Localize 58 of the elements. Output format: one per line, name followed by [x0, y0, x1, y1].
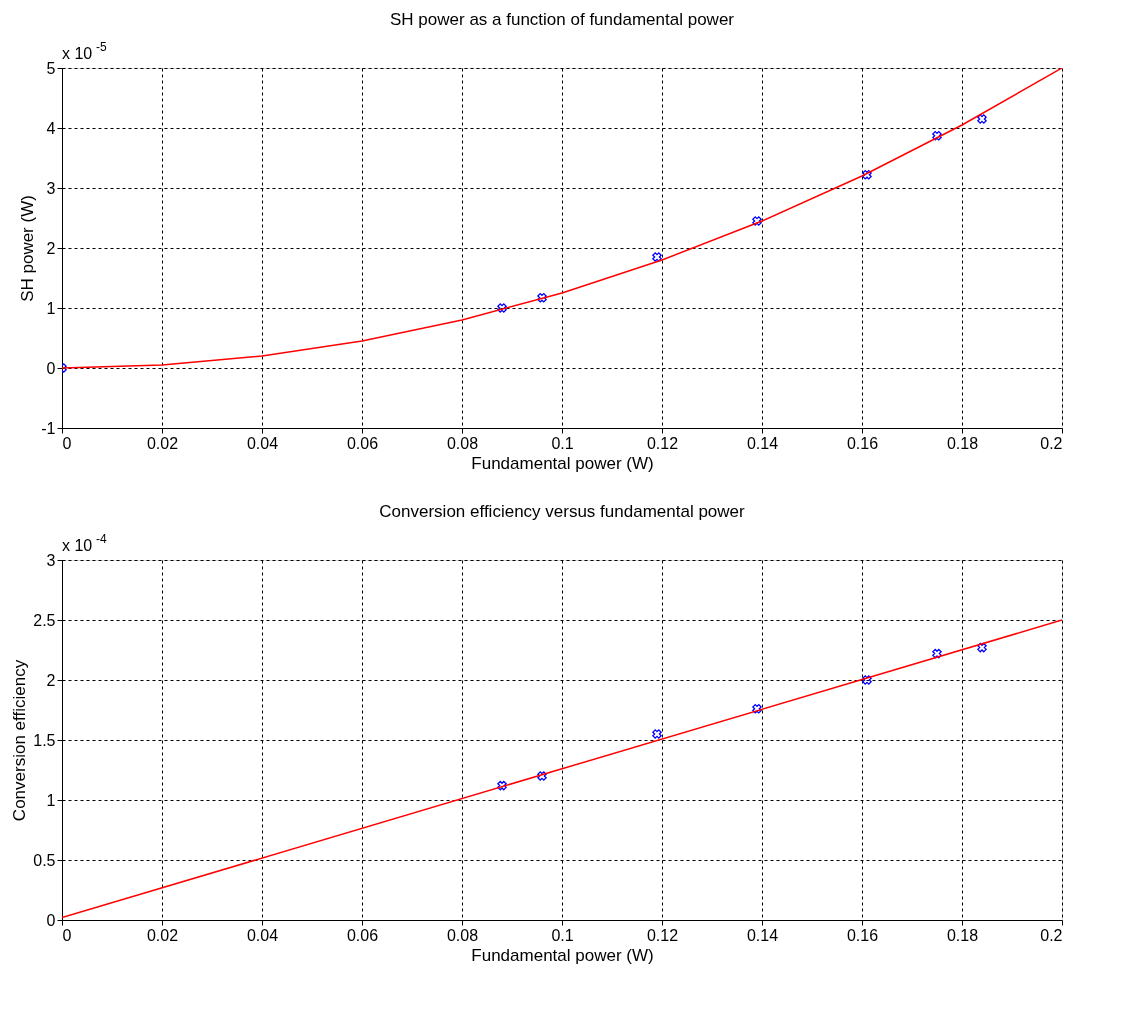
point: [652, 252, 662, 262]
y-tick-label: 1.5: [33, 731, 56, 749]
point: [862, 170, 872, 180]
text: x 10-4: [62, 532, 107, 554]
chart-title: Conversion efficiency versus fundamental power: [379, 502, 746, 521]
point: [537, 771, 547, 781]
y-axis-title: SH power (W): [18, 195, 38, 302]
point: [932, 648, 942, 659]
x-tick-label: 0.16: [846, 434, 879, 452]
y-tick-label: 3: [46, 551, 56, 569]
y-tick-label: 2: [46, 671, 56, 689]
x-tick-label: 0.18: [946, 926, 979, 944]
y-tick-label: 0: [46, 911, 56, 929]
x-tick-label: 0.04: [246, 434, 279, 452]
x-tick-label: 0.18: [946, 434, 979, 452]
y-tick-label: 4: [46, 119, 56, 137]
point: [537, 293, 547, 303]
x-tick-label: 0.14: [746, 926, 779, 944]
point: [497, 303, 507, 313]
x-tick-label: 0.04: [246, 926, 279, 944]
point: [862, 675, 872, 685]
y-tick-label: 2: [46, 239, 56, 257]
x-tick-label: 0.02: [146, 926, 179, 944]
x-tick-label: 0: [62, 926, 72, 944]
x-tick-label: 0.16: [846, 926, 879, 944]
x-tick-label: 0.08: [446, 434, 479, 452]
x-tick-label: 0.12: [646, 434, 679, 452]
x-tick-label: 0: [62, 434, 72, 452]
x-tick-label: 0.1: [551, 434, 574, 452]
x-tick-label: 0.2: [1040, 926, 1063, 944]
point: [752, 704, 762, 714]
y-tick-label: 1: [46, 299, 56, 317]
y-tick-label: 2.5: [33, 611, 56, 629]
point: [977, 114, 987, 124]
point: [497, 780, 507, 791]
x-tick-label: 0.14: [746, 434, 779, 452]
y-tick-label: 1: [46, 791, 56, 809]
point: [752, 216, 762, 226]
x-tick-label: 0.02: [146, 434, 179, 452]
x-axis-title: Fundamental power (W): [471, 945, 654, 965]
y-tick-label: -1: [41, 419, 56, 437]
y-tick-label: 3: [46, 179, 56, 197]
y-tick-label: 0: [46, 359, 56, 377]
point: [652, 729, 662, 739]
y-axis-title: Conversion efficiency: [10, 659, 30, 822]
text: x 10-5: [62, 40, 107, 62]
y-tick-label: 5: [46, 59, 56, 77]
x-tick-label: 0.2: [1040, 434, 1063, 452]
x-tick-label: 0.06: [346, 434, 379, 452]
x-tick-label: 0.1: [551, 926, 574, 944]
point: [977, 642, 987, 653]
x-tick-label: 0.12: [646, 926, 679, 944]
chart-title: SH power as a function of fundamental power: [390, 10, 735, 29]
y-tick-label: 0.5: [33, 851, 56, 869]
x-axis-title: Fundamental power (W): [471, 453, 654, 473]
x-tick-label: 0.06: [346, 926, 379, 944]
point: [932, 131, 942, 141]
x-tick-label: 0.08: [446, 926, 479, 944]
